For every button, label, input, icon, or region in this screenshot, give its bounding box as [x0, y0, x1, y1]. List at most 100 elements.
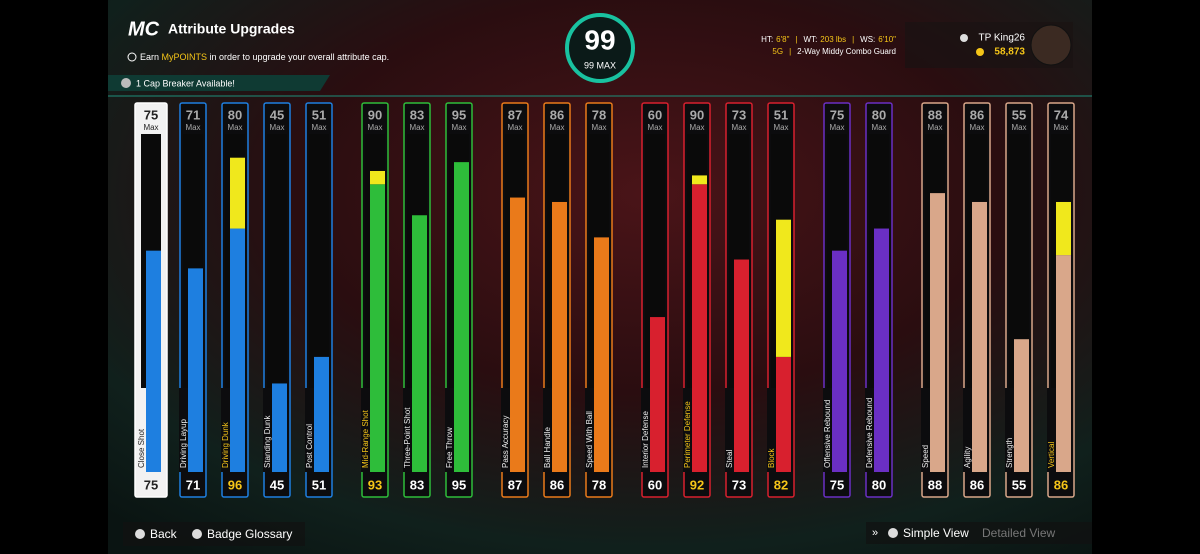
max-value: 83: [410, 107, 424, 122]
attribute-name: Driving Dunk: [221, 421, 230, 468]
ws-label: WS:: [860, 35, 875, 44]
max-label: Max: [269, 123, 284, 132]
max-label: Max: [773, 123, 788, 132]
simple-view[interactable]: Simple View: [903, 526, 969, 540]
max-value: 45: [270, 107, 284, 122]
max-value: 51: [774, 107, 788, 122]
name-tab: [725, 388, 734, 472]
bar-boost: [776, 219, 791, 357]
max-value: 51: [312, 107, 326, 122]
name-tab: [403, 388, 412, 472]
wt-label: WT:: [804, 35, 818, 44]
bar-fill: [734, 259, 749, 472]
bar-boost: [1056, 201, 1071, 256]
name-tab: [263, 388, 272, 472]
button-icon: [888, 528, 898, 538]
max-value: 75: [144, 107, 158, 122]
max-label: Max: [367, 123, 382, 132]
max-label: Max: [1011, 123, 1026, 132]
name-tab: [963, 388, 972, 472]
overall-max: 99 MAX: [584, 60, 616, 70]
attribute-value: 80: [872, 477, 886, 492]
max-label: Max: [1053, 123, 1068, 132]
attribute-value: 95: [452, 477, 466, 492]
bar-fill: [1056, 255, 1071, 472]
max-value: 87: [508, 107, 522, 122]
coin-icon: [976, 48, 984, 56]
cap-banner: [108, 75, 330, 91]
attribute-name: Interior Defense: [641, 411, 650, 468]
sep: |: [795, 35, 797, 44]
max-value: 86: [550, 107, 564, 122]
bar-fill: [412, 215, 427, 472]
title: Attribute Upgrades: [168, 21, 295, 37]
max-label: Max: [311, 123, 326, 132]
name-tab: [221, 388, 230, 472]
max-value: 80: [228, 107, 242, 122]
bar-fill: [874, 228, 889, 472]
attribute-value: 78: [592, 477, 606, 492]
max-value: 73: [732, 107, 746, 122]
max-label: Max: [507, 123, 522, 132]
bar-fill: [650, 317, 665, 472]
bar-fill: [594, 237, 609, 472]
cap-icon: [121, 78, 131, 88]
attribute-name: Perimeter Defense: [683, 401, 692, 468]
name-tab: [683, 388, 692, 472]
max-value: 71: [186, 107, 200, 122]
archetype: 2-Way Middy Combo Guard: [797, 47, 896, 56]
detailed-view[interactable]: Detailed View: [982, 526, 1055, 540]
max-value: 60: [648, 107, 662, 122]
name-tab: [865, 388, 874, 472]
name-tab: [543, 388, 552, 472]
attribute-value: 75: [144, 477, 158, 492]
bar-boost: [230, 157, 245, 229]
cap-breaker: 1 Cap Breaker Available!: [136, 78, 235, 88]
attribute-name: Post Control: [305, 424, 314, 468]
bar-boost: [370, 170, 385, 185]
attribute-name: Three-Point Shot: [403, 407, 412, 468]
back[interactable]: Back: [150, 527, 178, 541]
max-label: Max: [969, 123, 984, 132]
name-tab: [921, 388, 930, 472]
badge-glossary[interactable]: Badge Glossary: [207, 527, 292, 541]
currency: 58,873: [994, 47, 1025, 58]
attribute-name: Driving Layup: [179, 419, 188, 468]
name-tab: [585, 388, 594, 472]
attribute-name: Standing Dunk: [263, 415, 272, 468]
attribute-value: 96: [228, 477, 242, 492]
bar-fill: [510, 197, 525, 472]
attribute-value: 86: [970, 477, 984, 492]
name-tab: [641, 388, 650, 472]
sep: |: [852, 35, 854, 44]
max-value: 55: [1012, 107, 1026, 122]
ht: 6'8": [776, 35, 789, 44]
max-value: 74: [1054, 107, 1069, 122]
attribute-name: Speed: [921, 445, 930, 468]
wt: 203 lbs: [820, 35, 846, 44]
max-label: Max: [409, 123, 424, 132]
footer-right: [866, 522, 1092, 544]
player-type: 5G | 2-Way Middy Combo Guard: [772, 47, 896, 56]
attribute-name: Pass Accuracy: [501, 416, 510, 468]
max-value: 78: [592, 107, 606, 122]
max-label: Max: [451, 123, 466, 132]
subtitle: Earn MyPOINTS in order to upgrade your o…: [140, 52, 389, 62]
name-tab: [823, 388, 832, 472]
subtitle-post: in order to upgrade your overall attribu…: [207, 52, 389, 62]
bar-fill: [146, 250, 161, 472]
attribute-name: Vertical: [1047, 442, 1056, 468]
max-value: 90: [690, 107, 704, 122]
max-value: 90: [368, 107, 382, 122]
bar-fill: [272, 383, 287, 472]
measurements: HT: 6'8" | WT: 203 lbs | WS: 6'10": [761, 35, 896, 44]
max-value: 95: [452, 107, 466, 122]
ws: 6'10": [878, 35, 896, 44]
overall-ring: [565, 13, 635, 83]
name-tab: [137, 388, 146, 472]
attribute-value: 45: [270, 477, 284, 492]
attribute-name: Agility: [963, 447, 972, 468]
